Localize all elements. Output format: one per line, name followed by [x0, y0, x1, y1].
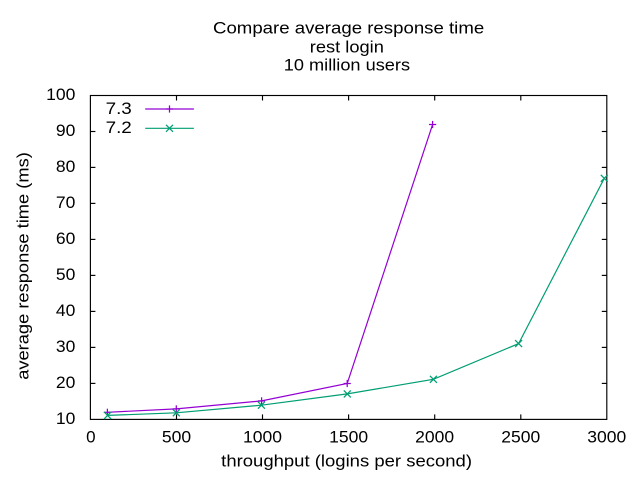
- svg-text:3000: 3000: [587, 427, 626, 446]
- svg-text:90: 90: [56, 121, 76, 140]
- svg-text:throughput (logins per second): throughput (logins per second): [221, 451, 472, 470]
- svg-text:1500: 1500: [329, 427, 368, 446]
- svg-text:40: 40: [56, 301, 76, 320]
- svg-text:2500: 2500: [501, 427, 540, 446]
- svg-text:2000: 2000: [415, 427, 454, 446]
- svg-text:10: 10: [56, 409, 76, 428]
- svg-text:20: 20: [56, 373, 76, 392]
- svg-text:7.3: 7.3: [106, 99, 132, 118]
- svg-text:100: 100: [46, 85, 75, 104]
- svg-text:Compare average response time: Compare average response time: [213, 19, 484, 38]
- svg-text:60: 60: [56, 229, 76, 248]
- svg-text:0: 0: [86, 427, 95, 446]
- svg-text:80: 80: [56, 157, 76, 176]
- svg-text:30: 30: [56, 337, 76, 356]
- svg-text:average response time (ms): average response time (ms): [13, 152, 32, 380]
- svg-text:1000: 1000: [243, 427, 282, 446]
- svg-text:50: 50: [56, 265, 76, 284]
- svg-text:7.2: 7.2: [106, 118, 132, 137]
- svg-text:10 million users: 10 million users: [284, 56, 410, 75]
- svg-text:rest login: rest login: [310, 37, 384, 56]
- svg-text:70: 70: [56, 193, 76, 212]
- svg-text:500: 500: [162, 427, 191, 446]
